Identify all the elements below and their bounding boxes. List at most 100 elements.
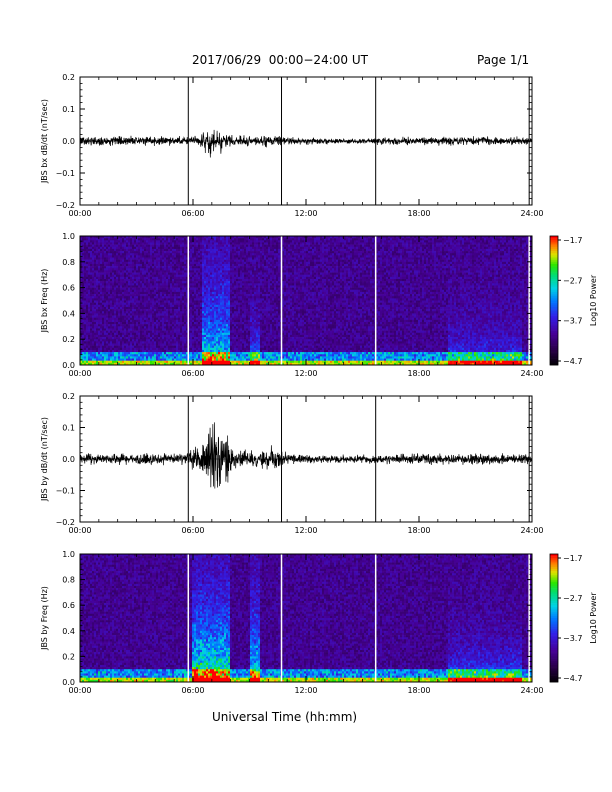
heatmap-cell [206, 333, 208, 335]
heatmap-cell [196, 346, 198, 348]
heatmap-cell [112, 238, 114, 240]
heatmap-cell [112, 247, 114, 249]
heatmap-cell [172, 285, 174, 287]
series-line [80, 130, 532, 158]
heatmap-cell [158, 326, 160, 328]
heatmap-cell [142, 249, 144, 251]
heatmap-cell [108, 311, 110, 313]
heatmap-cell [182, 350, 184, 352]
heatmap-cell [88, 273, 90, 275]
heatmap-cell [166, 344, 168, 346]
heatmap-cell [162, 273, 164, 275]
heatmap-cell [148, 350, 150, 352]
heatmap-cell [148, 279, 150, 281]
heatmap-cell [100, 251, 102, 253]
heatmap-cell [184, 258, 186, 260]
heatmap-cell [210, 356, 212, 358]
heatmap-cell [112, 260, 114, 262]
heatmap-cell [82, 326, 84, 328]
heatmap-cell [166, 249, 168, 251]
heatmap-cell [218, 253, 220, 255]
heatmap-cell [94, 337, 96, 339]
heatmap-cell [92, 328, 94, 330]
heatmap-cell [200, 258, 202, 260]
heatmap-cell [144, 301, 146, 303]
heatmap-cell [112, 281, 114, 283]
heatmap-cell [202, 337, 204, 339]
heatmap-cell [216, 356, 218, 358]
heatmap-cell [240, 320, 242, 322]
heatmap-cell [222, 262, 224, 264]
heatmap-cell [210, 245, 212, 247]
heatmap-cell [180, 251, 182, 253]
heatmap-cell [154, 285, 156, 287]
heatmap-cell [210, 320, 212, 322]
heatmap-cell [140, 273, 142, 275]
heatmap-cell [102, 309, 104, 311]
heatmap-cell [88, 350, 90, 352]
heatmap-cell [168, 292, 170, 294]
heatmap-cell [212, 242, 214, 244]
heatmap-cell [128, 359, 130, 361]
heatmap-cell [220, 348, 222, 350]
heatmap-cell [230, 264, 232, 266]
heatmap-cell [148, 313, 150, 315]
heatmap-cell [226, 318, 228, 320]
heatmap-cell [110, 288, 112, 290]
heatmap-cell [152, 318, 154, 320]
heatmap-cell [230, 335, 232, 337]
heatmap-cell [126, 346, 128, 348]
heatmap-cell [200, 279, 202, 281]
heatmap-cell [178, 339, 180, 341]
heatmap-cell [228, 322, 230, 324]
heatmap-cell [112, 354, 114, 356]
heatmap-cell [208, 331, 210, 333]
heatmap-cell [154, 328, 156, 330]
heatmap-cell [182, 301, 184, 303]
heatmap-cell [108, 320, 110, 322]
heatmap-cell [190, 339, 192, 341]
heatmap-cell [160, 262, 162, 264]
heatmap-cell [122, 339, 124, 341]
heatmap-cell [198, 341, 200, 343]
heatmap-cell [236, 268, 238, 270]
heatmap-cell [218, 326, 220, 328]
heatmap-cell [236, 322, 238, 324]
heatmap-cell [240, 341, 242, 343]
heatmap-cell [176, 359, 178, 361]
heatmap-cell [132, 253, 134, 255]
heatmap-cell [102, 359, 104, 361]
heatmap-cell [168, 320, 170, 322]
heatmap-cell [192, 318, 194, 320]
heatmap-cell [140, 322, 142, 324]
heatmap-cell [236, 273, 238, 275]
heatmap-cell [92, 266, 94, 268]
heatmap-cell [132, 277, 134, 279]
heatmap-cell [236, 298, 238, 300]
heatmap-cell [222, 324, 224, 326]
heatmap-cell [134, 318, 136, 320]
heatmap-cell [130, 238, 132, 240]
heatmap-cell [120, 262, 122, 264]
heatmap-cell [212, 344, 214, 346]
heatmap-cell [112, 262, 114, 264]
heatmap-cell [190, 294, 192, 296]
heatmap-cell [102, 240, 104, 242]
heatmap-cell [198, 311, 200, 313]
heatmap-cell [208, 328, 210, 330]
heatmap-cell [192, 346, 194, 348]
heatmap-cell [230, 303, 232, 305]
heatmap-cell [118, 339, 120, 341]
heatmap-cell [102, 348, 104, 350]
heatmap-cell [96, 316, 98, 318]
heatmap-cell [122, 333, 124, 335]
heatmap-cell [168, 255, 170, 257]
heatmap-cell [200, 356, 202, 358]
heatmap-cell [114, 333, 116, 335]
heatmap-cell [238, 290, 240, 292]
heatmap-cell [156, 313, 158, 315]
heatmap-cell [116, 346, 118, 348]
heatmap-cell [134, 344, 136, 346]
heatmap-cell [220, 242, 222, 244]
heatmap-cell [144, 247, 146, 249]
